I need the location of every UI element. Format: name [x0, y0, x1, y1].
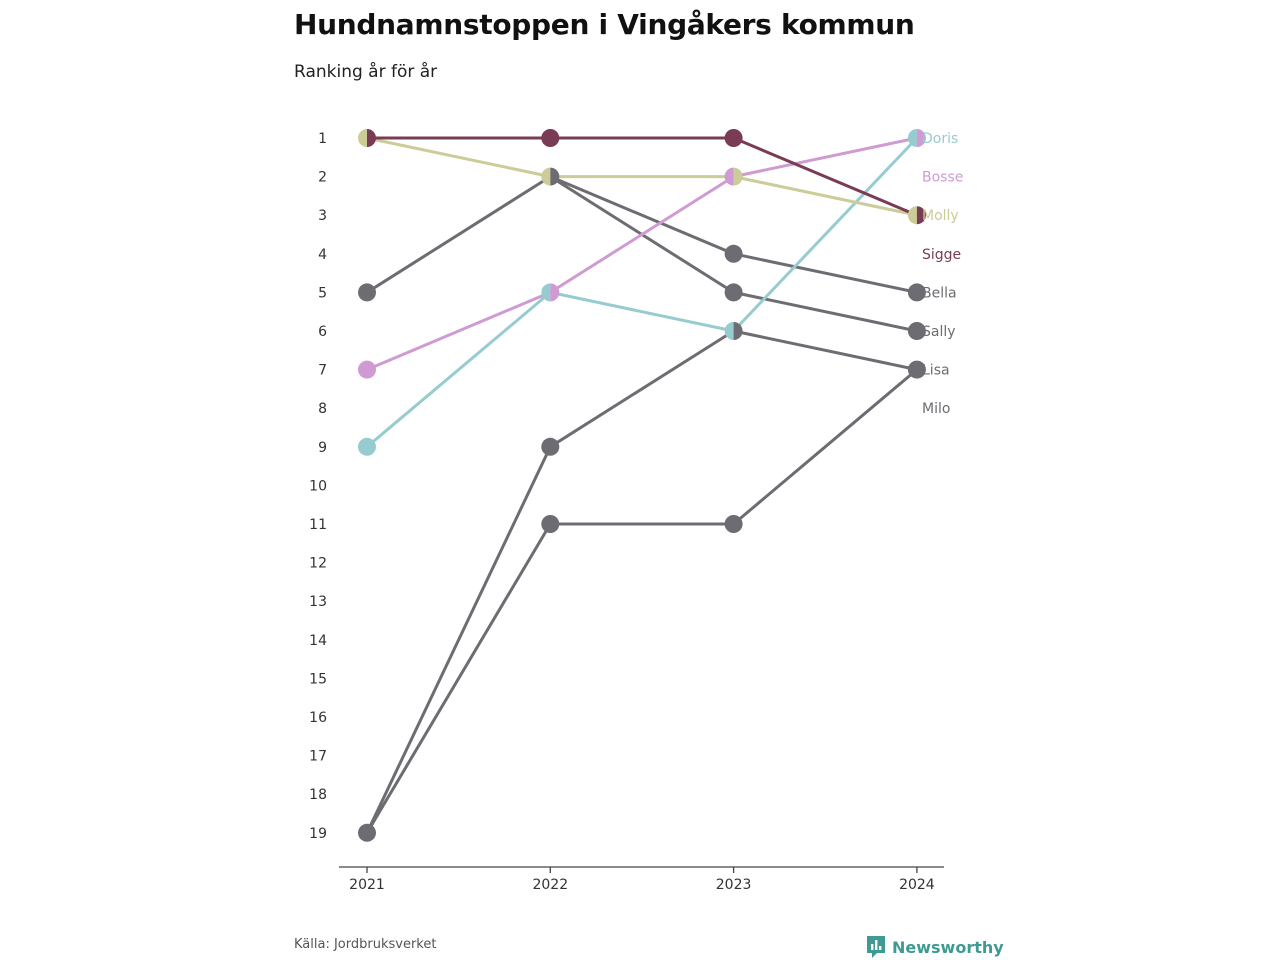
y-tick-label: 15 — [309, 671, 327, 687]
y-tick-label: 1 — [318, 131, 327, 147]
y-tick-label: 2 — [318, 170, 327, 186]
data-point — [907, 322, 926, 340]
data-point — [724, 129, 743, 147]
data-point — [358, 823, 376, 842]
x-tick-label: 2023 — [716, 877, 752, 893]
chart-subtitle: Ranking år för år — [294, 62, 438, 82]
x-tick-label: 2022 — [532, 877, 568, 893]
data-point — [907, 283, 926, 302]
series-line-bosse — [366, 136, 918, 371]
y-tick-label: 9 — [318, 440, 327, 456]
y-tick-label: 18 — [309, 787, 327, 803]
y-tick-label: 19 — [309, 826, 327, 842]
data-point — [541, 167, 560, 186]
brand-name: Newsworthy — [892, 937, 1004, 957]
source-note: Källa: Jordbruksverket — [294, 937, 437, 952]
y-tick-label: 17 — [309, 749, 327, 765]
y-tick-label: 12 — [309, 556, 327, 572]
data-point — [358, 360, 376, 379]
y-tick-label: 8 — [318, 401, 327, 417]
series-line-sigge — [367, 136, 918, 217]
series-line-lisa — [365, 329, 918, 834]
data-point — [358, 129, 376, 147]
y-tick-label: 7 — [318, 363, 327, 379]
y-tick-label: 4 — [318, 247, 327, 263]
y-tick-label: 6 — [318, 324, 327, 340]
y-tick-label: 3 — [318, 208, 327, 224]
data-point — [541, 515, 560, 533]
y-tick-label: 10 — [309, 478, 327, 494]
y-tick-label: 14 — [309, 633, 327, 649]
data-point — [907, 360, 926, 379]
y-tick-label: 13 — [309, 594, 327, 610]
y-tick-label: 16 — [309, 710, 327, 726]
series-label-sally: Sally — [922, 324, 956, 340]
brand-logo: Newsworthy — [866, 935, 1004, 959]
data-point — [358, 283, 376, 302]
y-tick-label: 5 — [318, 285, 327, 301]
data-point — [907, 129, 926, 147]
data-point — [724, 244, 743, 263]
series-line-bella — [365, 368, 918, 834]
x-tick-label: 2021 — [349, 877, 385, 893]
series-label-milo: Milo — [922, 401, 950, 417]
data-point — [724, 167, 743, 186]
series-label-bella: Bella — [922, 285, 957, 301]
bar-chart-logo-icon — [867, 936, 885, 958]
series-label-sigge: Sigge — [922, 247, 961, 263]
series-line-sally — [366, 175, 918, 294]
data-point — [358, 437, 376, 456]
series-line-doris — [366, 136, 918, 448]
x-tick-label: 2024 — [899, 877, 935, 893]
series-label-bosse: Bosse — [922, 170, 963, 186]
data-point — [541, 129, 560, 147]
series-line-molly — [366, 136, 918, 217]
data-point — [907, 206, 926, 225]
data-point — [724, 322, 743, 340]
series-label-doris: Doris — [922, 131, 958, 147]
series-label-molly: Molly — [922, 208, 959, 224]
data-point — [541, 283, 560, 302]
data-point — [724, 515, 743, 533]
data-point — [541, 437, 560, 456]
series-label-lisa: Lisa — [922, 363, 950, 379]
chart-title: Hundnamnstoppen i Vingåkers kommun — [294, 8, 915, 41]
y-tick-label: 11 — [309, 517, 327, 533]
data-point — [724, 283, 743, 302]
